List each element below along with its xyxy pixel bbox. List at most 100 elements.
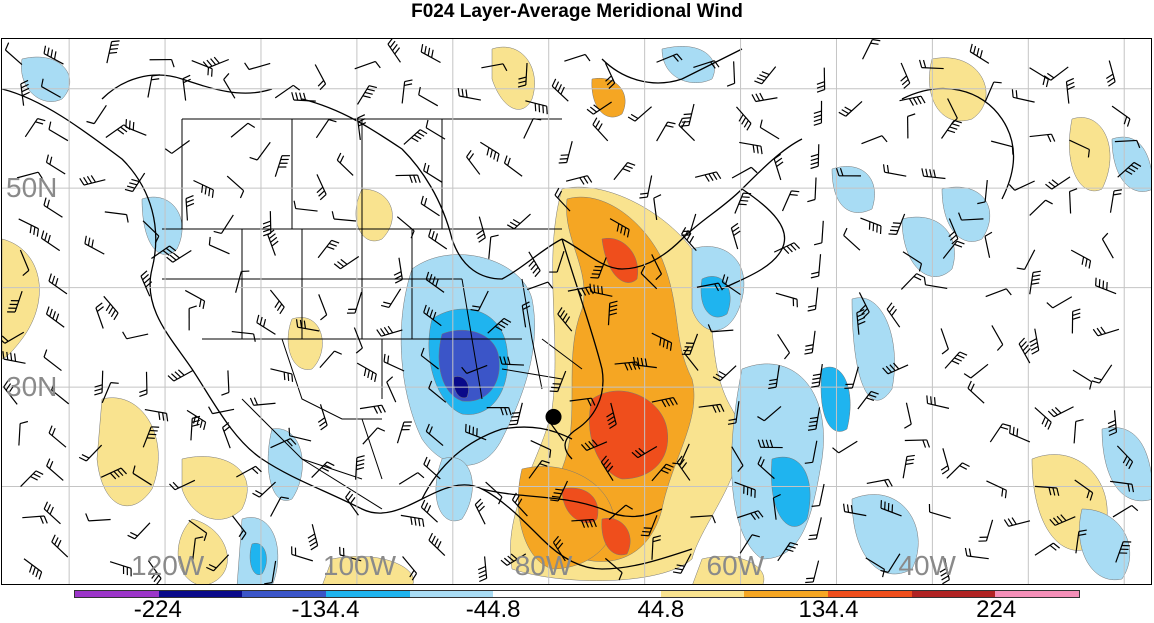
wind-barb (727, 61, 734, 86)
colorbar-label: 44.8 (637, 598, 684, 622)
wind-barb (47, 307, 65, 328)
wind-barb (504, 156, 522, 177)
wind-barb (839, 101, 862, 116)
wind-barb (1048, 407, 1073, 417)
wind-barb (736, 107, 751, 130)
wind-barb (85, 236, 104, 254)
wind-barb (639, 176, 651, 199)
wind-barb (1113, 505, 1138, 516)
wind-barb (21, 471, 44, 487)
wind-barb (384, 354, 404, 371)
wind-barb (189, 306, 197, 330)
wind-barb (731, 223, 740, 249)
wind-barb (429, 533, 445, 555)
colorbar-label: -224 (134, 598, 182, 622)
wind-barb (227, 176, 243, 198)
wind-barb (41, 231, 59, 251)
wind-barb (908, 114, 916, 139)
wind-barb (401, 515, 424, 526)
wind-barb (44, 350, 61, 371)
lat-label: 30N (6, 373, 57, 401)
border-16 (242, 399, 382, 509)
wind-barb (316, 120, 336, 138)
wind-barb (318, 240, 339, 257)
contour-fill-light_blue-25 (662, 46, 715, 82)
wind-barb (126, 119, 146, 135)
wind-barb (732, 167, 757, 178)
wind-barb (968, 381, 984, 403)
wind-barb (844, 228, 860, 250)
wind-barb (1093, 327, 1119, 336)
wind-barb (1045, 177, 1070, 189)
wind-barb (564, 54, 590, 61)
wind-barb (1072, 309, 1080, 333)
contour-fill-dark_blue-35 (439, 330, 499, 401)
wind-barb (245, 63, 271, 70)
wind-barb (861, 136, 887, 144)
wind-barb (566, 176, 592, 185)
wind-barb (319, 294, 327, 320)
wind-barb (19, 219, 39, 237)
wind-barb (478, 556, 486, 581)
wind-barb (776, 293, 797, 307)
wind-barb (752, 93, 777, 101)
wind-barb (1017, 250, 1035, 270)
wind-barb (1035, 543, 1060, 555)
wind-barb (905, 440, 930, 448)
colorbar-label: -134.4 (291, 598, 359, 622)
wind-barb (221, 370, 228, 395)
wind-barb (52, 535, 68, 557)
contour-fill-light_blue-26 (436, 457, 472, 521)
wind-barb (332, 211, 356, 221)
wind-barb (1066, 78, 1074, 103)
wind-barb (1030, 271, 1041, 294)
wind-barb (970, 44, 989, 63)
contour-fill-light_blue-27 (268, 429, 302, 501)
wind-barb (774, 243, 799, 254)
lon-label: 100W (323, 552, 396, 580)
wind-barb (22, 516, 47, 524)
coastline-1 (302, 99, 562, 279)
wind-barb (193, 181, 213, 198)
wind-barb (275, 156, 290, 177)
contour-fill-light_yellow-9 (356, 189, 392, 241)
wind-barb (904, 403, 911, 429)
wind-barb (945, 352, 967, 368)
wind-barb (867, 479, 892, 487)
wind-barb (110, 562, 131, 577)
wind-barb (203, 57, 229, 68)
wind-barb (107, 41, 120, 63)
wind-barb (24, 559, 42, 580)
wind-barb (524, 119, 541, 139)
wind-barb (105, 212, 128, 223)
contour-fill-light_yellow-5 (97, 398, 158, 506)
wind-barb (360, 405, 385, 413)
wind-barb (985, 232, 992, 258)
wind-barb (165, 141, 189, 154)
wind-barb (49, 426, 66, 448)
wind-barb (397, 422, 411, 443)
wind-barb (986, 289, 1012, 297)
wind-barb (231, 123, 255, 137)
border-17 (302, 459, 362, 479)
lat-label: 50N (6, 174, 57, 202)
wind-barb (942, 120, 962, 138)
wind-barb (807, 178, 816, 202)
wind-barb (320, 351, 342, 368)
wind-barb (86, 513, 111, 520)
wind-barb (628, 107, 651, 121)
wind-barb (80, 175, 106, 185)
wind-barb (1004, 518, 1030, 527)
wind-barb (421, 196, 439, 216)
wind-barb (808, 517, 821, 539)
wind-barb (224, 73, 235, 98)
wind-barb (735, 193, 751, 213)
wind-barb (903, 455, 915, 478)
wind-barb (294, 201, 317, 211)
wind-barb (250, 398, 275, 406)
wind-barb (1012, 89, 1034, 102)
wind-barb (811, 254, 821, 278)
wind-barb (657, 122, 676, 141)
colorbar-label: 134.4 (798, 598, 858, 622)
